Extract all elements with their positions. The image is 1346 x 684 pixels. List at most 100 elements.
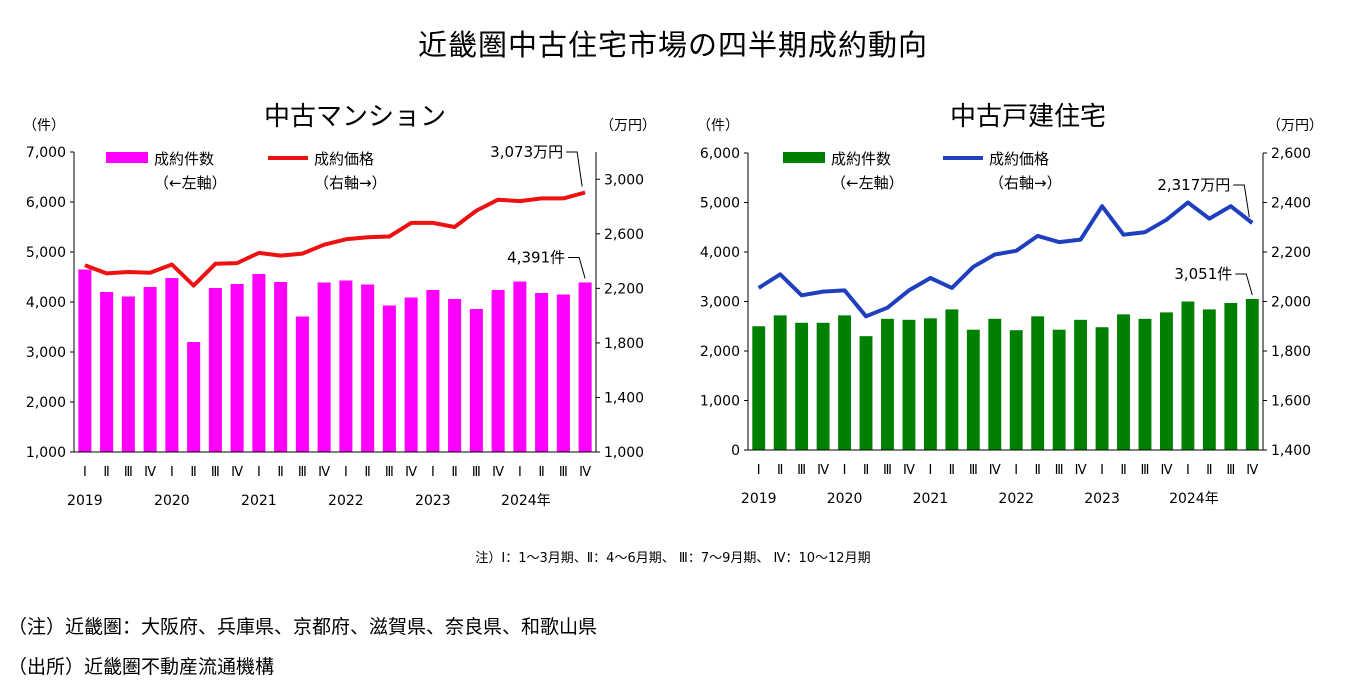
period-note: 注）Ⅰ：1～3月期、Ⅱ：4～6月期、 Ⅲ：7～9月期、 Ⅳ：10～12月期 (475, 551, 871, 566)
bar (121, 296, 135, 452)
bar (1074, 319, 1088, 450)
bar (491, 290, 505, 452)
bar (1117, 314, 1130, 450)
quarter-label: Ⅱ (190, 465, 196, 480)
year-label: 2024年 (1169, 491, 1219, 507)
right-tick-label: 2,600 (604, 227, 644, 243)
bar (1245, 298, 1259, 450)
left-tick-label: 4,000 (700, 245, 740, 261)
quarter-label: Ⅳ (144, 465, 156, 480)
legend-line-label: 成約価格 (989, 150, 1049, 168)
quarter-label: Ⅱ (949, 463, 955, 478)
quarter-label: Ⅰ (83, 465, 87, 480)
bar (945, 309, 959, 450)
quarter-label: Ⅰ (1014, 463, 1018, 478)
left-tick-label: 1,000 (700, 394, 740, 410)
left-tick-label: 3,000 (26, 345, 66, 361)
right-tick-label: 3,000 (604, 172, 644, 188)
quarter-label: Ⅳ (579, 465, 591, 480)
quarter-label: Ⅰ (431, 465, 435, 480)
left-tick-label: 2,000 (26, 395, 66, 411)
bar (923, 318, 937, 450)
year-label: 2024年 (501, 493, 551, 509)
footnote-source: （出所）近畿圏不動産流通機構 (8, 656, 275, 678)
quarter-label: Ⅲ (969, 463, 978, 478)
right-tick-label: 1,800 (1271, 344, 1311, 360)
left-axis-unit: （件） (697, 118, 739, 134)
line-last-leader (1233, 184, 1250, 218)
quarter-label: Ⅲ (1140, 463, 1149, 478)
legend-line-label: 成約価格 (314, 150, 374, 168)
quarter-label: Ⅱ (277, 465, 283, 480)
quarter-label: Ⅰ (1186, 463, 1190, 478)
quarter-label: Ⅱ (863, 463, 869, 478)
bar (143, 287, 157, 452)
chart-mansion: 中古マンション （件） （万円） 1,000 2,000 3,000 4,000 5,000 6… (23, 102, 656, 509)
bar (859, 336, 873, 450)
quarter-label: Ⅳ (903, 463, 915, 478)
right-axis-unit: （万円） (1267, 118, 1323, 134)
left-tick-label: 3,000 (700, 295, 740, 311)
line-last-annotation: 3,073万円 (490, 143, 563, 161)
year-label: 2021 (913, 491, 949, 507)
quarter-label: Ⅳ (989, 463, 1001, 478)
price-line (84, 190, 586, 288)
quarter-label: Ⅰ (928, 463, 932, 478)
main-title: 近畿圏中古住宅市場の四半期成約動向 (417, 28, 928, 62)
right-tick-label: 1,000 (604, 445, 644, 461)
left-tick-label: 6,000 (700, 146, 740, 162)
price-line (757, 200, 1254, 319)
quarter-label: Ⅱ (538, 465, 544, 480)
line-last-leader (566, 151, 583, 187)
left-tick-label: 1,000 (26, 445, 66, 461)
right-tick-label: 1,400 (1271, 443, 1311, 459)
quarter-label: Ⅲ (385, 465, 394, 480)
bar (1052, 329, 1066, 450)
left-tick-label: 0 (731, 443, 740, 459)
bar (100, 292, 114, 452)
bar (252, 274, 266, 452)
bar (988, 318, 1002, 450)
legend-bar-swatch (783, 152, 825, 163)
quarter-label: Ⅱ (364, 465, 370, 480)
right-tick-label: 1,600 (1271, 394, 1311, 410)
year-label: 2019 (67, 493, 103, 509)
left-tick-label: 7,000 (26, 145, 66, 161)
quarter-label: Ⅲ (211, 465, 220, 480)
bar (1202, 309, 1216, 450)
right-tick-label: 2,000 (1271, 295, 1311, 311)
quarter-label: Ⅲ (797, 463, 806, 478)
quarter-label: Ⅰ (1100, 463, 1104, 478)
legend-line-sub: （右軸→） (989, 174, 1062, 192)
quarter-label: Ⅲ (1055, 463, 1064, 478)
chart-house: 中古戸建住宅 （件） （万円） 0 1,000 2,000 3,000 4,000 5,000 6… (697, 102, 1323, 507)
left-tick-label: 6,000 (26, 195, 66, 211)
bar (902, 319, 916, 450)
line-last-annotation: 2,317万円 (1157, 176, 1230, 194)
bar (274, 282, 288, 452)
bar (773, 315, 787, 450)
bar (1009, 330, 1023, 450)
right-tick-label: 2,400 (1271, 196, 1311, 212)
legend-bar-sub: （←左軸） (831, 174, 904, 192)
year-label: 2020 (154, 493, 190, 509)
bar (230, 284, 244, 452)
footnote-region: （注）近畿圏：大阪府、兵庫県、京都府、滋賀県、奈良県、和歌山県 (8, 616, 598, 638)
bar (881, 318, 894, 450)
quarter-label: Ⅳ (405, 465, 417, 480)
quarter-label: Ⅳ (1075, 463, 1087, 478)
year-label: 2022 (998, 491, 1034, 507)
year-label: 2019 (741, 491, 777, 507)
quarter-label: Ⅲ (298, 465, 307, 480)
legend-line-sub: （右軸→） (314, 174, 387, 192)
bar (1224, 302, 1238, 450)
quarter-label: Ⅲ (883, 463, 892, 478)
legend-bar-sub: （←左軸） (154, 174, 227, 192)
left-tick-label: 5,000 (26, 245, 66, 261)
quarter-label: Ⅳ (817, 463, 829, 478)
bar (795, 322, 809, 450)
right-axis-unit: （万円） (600, 118, 656, 134)
bar (295, 316, 309, 452)
quarter-label: Ⅰ (518, 465, 522, 480)
bar (165, 278, 179, 452)
